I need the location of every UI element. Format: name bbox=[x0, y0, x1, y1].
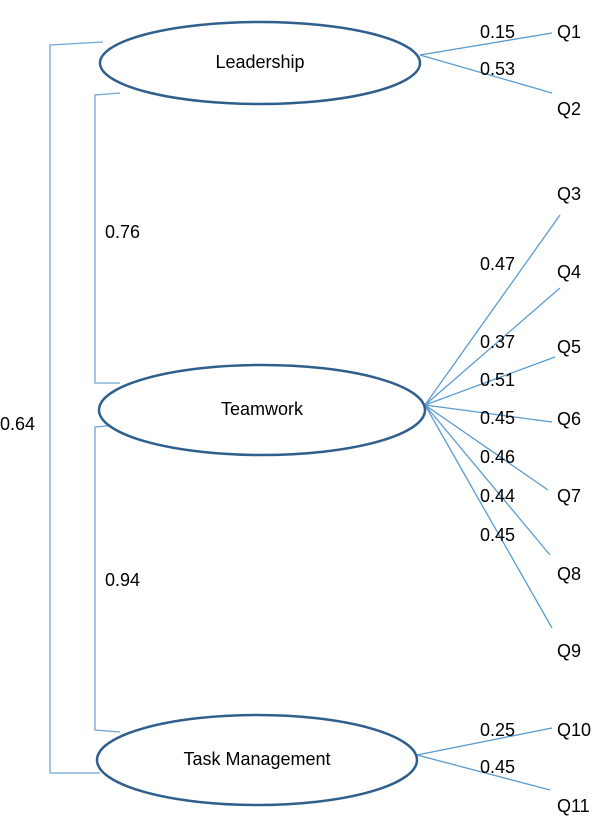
item-label: Q1 bbox=[557, 22, 581, 42]
correlation-bracket bbox=[94, 424, 121, 733]
loading-label: 0.44 bbox=[480, 486, 515, 506]
loading-label: 0.45 bbox=[480, 525, 515, 545]
correlation-bracket bbox=[94, 92, 121, 384]
factor-node bbox=[95, 713, 419, 807]
item-label: Q3 bbox=[557, 184, 581, 204]
item-label: Q11 bbox=[557, 796, 590, 816]
loading-label: 0.45 bbox=[480, 757, 515, 777]
loading-path bbox=[416, 754, 551, 791]
loading-path bbox=[424, 404, 553, 629]
loading-label: 0.46 bbox=[480, 447, 515, 467]
item-label: Q4 bbox=[557, 262, 581, 282]
item-label: Q5 bbox=[557, 337, 581, 357]
loading-label: 0.37 bbox=[480, 332, 515, 352]
item-label: Q6 bbox=[557, 409, 581, 429]
factor-node bbox=[97, 363, 427, 457]
correlation-label: 0.64 bbox=[0, 414, 35, 434]
loading-path bbox=[419, 54, 553, 94]
item-label: Q2 bbox=[557, 99, 581, 119]
loading-path bbox=[424, 404, 551, 556]
factor-label: Task Management bbox=[183, 749, 330, 769]
correlation-label: 0.76 bbox=[105, 222, 140, 242]
loading-label: 0.45 bbox=[480, 408, 515, 428]
loading-path bbox=[416, 727, 553, 756]
item-label: Q8 bbox=[557, 564, 581, 584]
loading-label: 0.51 bbox=[480, 370, 515, 390]
loading-label: 0.53 bbox=[480, 59, 515, 79]
loading-path bbox=[424, 356, 556, 406]
loading-path bbox=[424, 287, 561, 406]
item-label: Q10 bbox=[557, 720, 591, 740]
loading-path bbox=[424, 404, 553, 423]
loading-path bbox=[424, 404, 549, 491]
factor-label: Teamwork bbox=[221, 399, 304, 419]
correlation-bracket bbox=[49, 41, 104, 774]
loading-label: 0.15 bbox=[480, 22, 515, 42]
loading-path bbox=[419, 32, 553, 56]
loading-label: 0.25 bbox=[480, 720, 515, 740]
item-label: Q7 bbox=[557, 486, 581, 506]
factor-label: Leadership bbox=[215, 52, 304, 72]
item-label: Q9 bbox=[557, 641, 581, 661]
loading-label: 0.47 bbox=[480, 254, 515, 274]
correlation-label: 0.94 bbox=[105, 570, 140, 590]
loading-path bbox=[424, 214, 561, 406]
factor-node bbox=[98, 20, 422, 106]
